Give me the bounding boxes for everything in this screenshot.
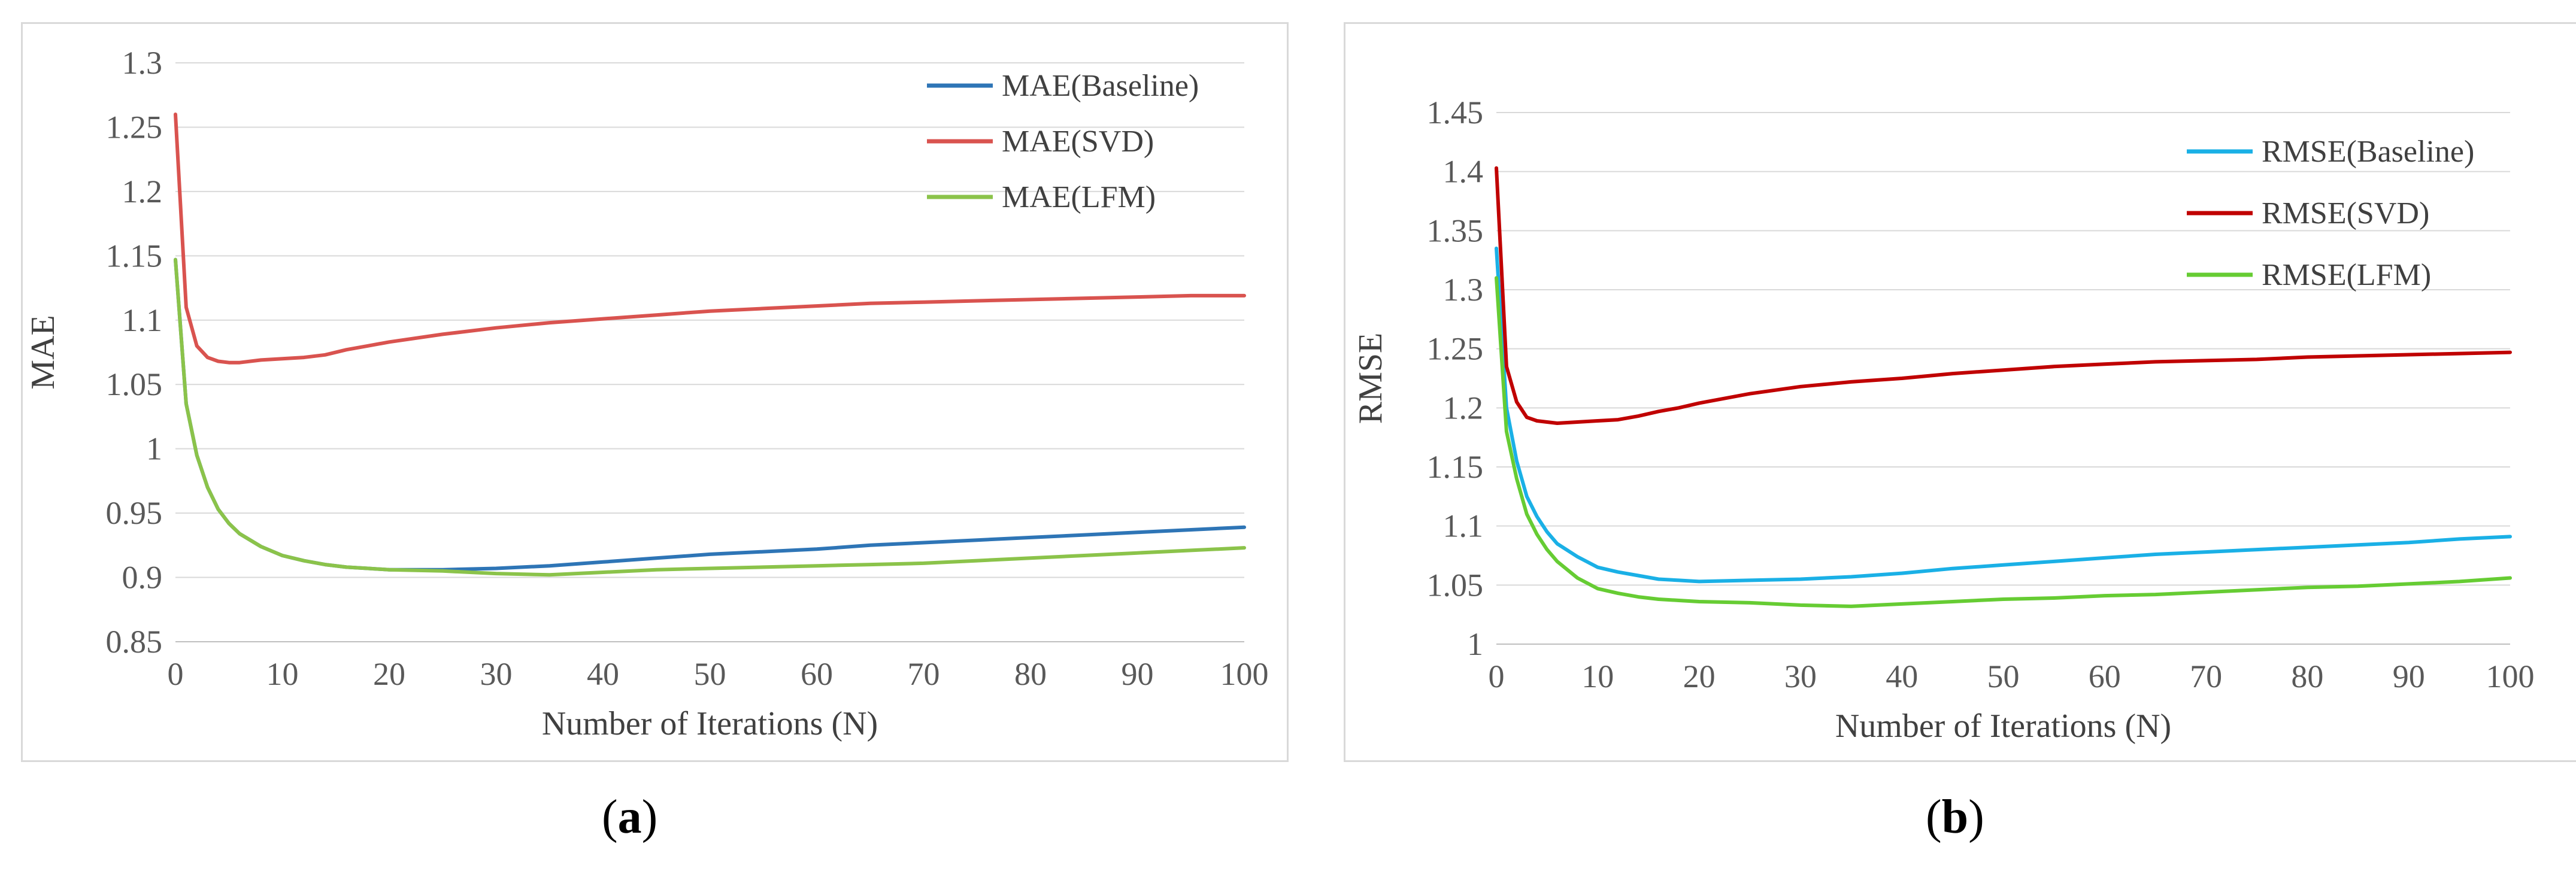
x-tick-label: 70 (2190, 658, 2222, 694)
x-axis-title: Number of Iterations (N) (1835, 708, 2171, 745)
x-axis-title: Number of Iterations (N) (542, 705, 878, 742)
x-tick-label: 0 (168, 656, 184, 692)
y-tick-label: 1.25 (1427, 331, 1484, 367)
series-line-mae-svd (174, 113, 1246, 365)
legend-entry: MAE(SVD) (1002, 125, 1154, 159)
x-tick-label: 30 (480, 656, 513, 692)
chart-panel-mae: 0.85 0.9 0.95 1 1.05 1.1 1.15 1.2 1.25 1.3 0 10 20 30… (21, 22, 1289, 762)
y-tick-label: 0.85 (106, 624, 163, 660)
y-tick-label: 1 (1467, 626, 1483, 662)
y-tick-label: 0.95 (106, 495, 163, 531)
legend-entry: RMSE(SVD) (2262, 196, 2429, 230)
chart-panel-rmse: 1 1.05 1.1 1.15 1.2 1.25 1.3 1.35 1.4 1.45 0 10 20 30… (1344, 22, 2576, 762)
y-tick-label: 1.15 (106, 238, 163, 274)
y-tick-label: 1.35 (1427, 213, 1484, 248)
x-tick-label: 90 (1122, 656, 1154, 692)
x-tick-label: 10 (1581, 658, 1614, 694)
series-line-mae-lfm (174, 257, 1246, 577)
legend-entry: MAE(LFM) (1002, 180, 1156, 214)
x-tick-label: 30 (1784, 658, 1817, 694)
y-tick-label: 1.1 (1443, 508, 1484, 544)
x-tick-label: 40 (587, 656, 619, 692)
y-tick-label: 1.45 (1427, 95, 1484, 131)
x-tick-label: 70 (908, 656, 940, 692)
y-tick-label: 1.05 (106, 366, 163, 402)
caption-b: (b) (1926, 791, 1984, 843)
y-tick-label: 1.05 (1427, 567, 1484, 603)
y-tick-label: 1.4 (1443, 154, 1484, 190)
y-tick-label: 1.25 (106, 109, 163, 145)
x-tick-label: 80 (1014, 656, 1047, 692)
x-tick-label: 20 (373, 656, 405, 692)
x-tick-label: 50 (694, 656, 726, 692)
x-tick-label: 60 (2089, 658, 2121, 694)
x-tick-label: 0 (1489, 658, 1505, 694)
mae-chart: 0.85 0.9 0.95 1 1.05 1.1 1.15 1.2 1.25 1.3 0 10 20 30… (25, 45, 1269, 742)
x-tick-label: 100 (2486, 658, 2535, 694)
y-axis-title: MAE (25, 315, 62, 389)
y-tick-label: 1.2 (122, 174, 163, 210)
series-line-mae-baseline (174, 257, 1246, 572)
series-line-rmse-lfm (1495, 276, 2512, 608)
y-tick-label: 1.3 (122, 45, 163, 81)
y-tick-label: 1 (146, 431, 162, 467)
legend-entry: RMSE(Baseline) (2262, 135, 2474, 169)
caption-a-label: a (617, 791, 642, 843)
legend-entry: MAE(Baseline) (1002, 69, 1199, 103)
y-tick-label: 0.9 (122, 560, 163, 596)
x-tick-label: 20 (1683, 658, 1716, 694)
x-tick-label: 40 (1886, 658, 1918, 694)
x-tick-label: 10 (266, 656, 299, 692)
y-tick-label: 1.3 (1443, 272, 1484, 308)
x-tick-label: 50 (1987, 658, 2020, 694)
x-tick-label: 80 (2291, 658, 2323, 694)
x-tick-label: 90 (2393, 658, 2425, 694)
rmse-chart: 1 1.05 1.1 1.15 1.2 1.25 1.3 1.35 1.4 1.45 0 10 20 30… (1352, 95, 2535, 745)
series-line-rmse-svd (1495, 166, 2512, 425)
x-tick-label: 100 (1220, 656, 1269, 692)
caption-b-label: b (1941, 791, 1969, 843)
y-axis-title: RMSE (1352, 333, 1389, 424)
y-tick-label: 1.1 (122, 302, 163, 338)
legend-entry: RMSE(LFM) (2262, 258, 2431, 292)
x-tick-label: 60 (801, 656, 833, 692)
caption-a: (a) (602, 791, 658, 843)
y-tick-label: 1.2 (1443, 390, 1484, 426)
y-tick-label: 1.15 (1427, 449, 1484, 485)
series-line-rmse-baseline (1495, 246, 2512, 584)
